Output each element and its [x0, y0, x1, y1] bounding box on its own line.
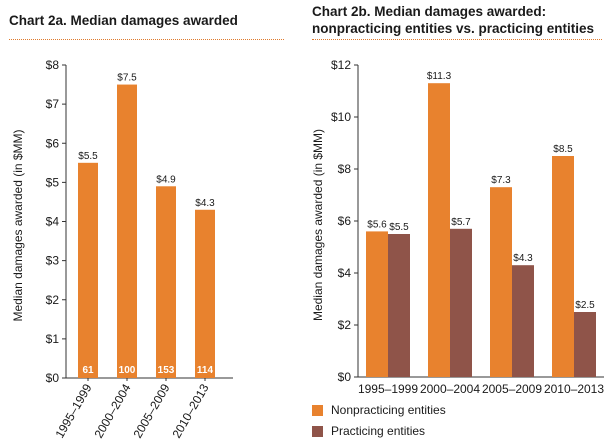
chart-2b-title-line-1: Chart 2b. Median damages awarded:	[312, 4, 547, 19]
chart-2b-bar-practicing	[574, 312, 596, 377]
chart-2b-value-label: $7.3	[491, 175, 511, 186]
chart-2b-title: Chart 2b. Median damages awarded: nonpra…	[312, 3, 594, 37]
chart-2b-y-tick-label: $4	[338, 266, 352, 280]
chart-2b-value-label: $2.5	[575, 300, 595, 311]
chart-2b-value-label: $11.3	[427, 71, 452, 82]
chart-2a-count-label: 61	[82, 365, 94, 376]
chart-2a-count-label: 153	[158, 365, 175, 376]
legend-label-nonpracticing: Nonpracticing entities	[331, 403, 446, 417]
chart-2b-bar-practicing	[450, 228, 472, 377]
legend-label-practicing: Practicing entities	[331, 424, 426, 438]
chart-2b-y-tick-label: $8	[338, 162, 352, 176]
chart-2b-bar-nonpracticing	[366, 231, 388, 377]
legend-item-practicing: Practicing entities	[312, 424, 425, 438]
chart-2b-y-tick-label: $0	[338, 370, 352, 384]
chart-2a-value-label: $5.5	[78, 151, 98, 162]
chart-2a: $0 $1 $2 $3 $4 $5 $6 $7 $8 Median damages awarded…	[11, 58, 233, 441]
chart-2b-y-tick-label: $12	[331, 58, 351, 72]
chart-2a-divider	[9, 39, 284, 40]
chart-2b-divider	[312, 39, 602, 40]
chart-2b-y-tick-label: $2	[338, 318, 352, 332]
chart-2a-count-label: 100	[119, 365, 136, 376]
chart-2a-y-label: Median damages awarded (in $MM)	[11, 129, 25, 321]
chart-2a-value-label: $7.5	[117, 73, 137, 84]
chart-2b-y-tick-label: $10	[331, 110, 351, 124]
chart-2a-y-tick-label: $1	[46, 332, 60, 346]
chart-2b-value-label: $5.5	[389, 222, 409, 233]
legend-swatch-practicing	[312, 425, 323, 437]
chart-2b-x-tick-label: 1995–1999	[358, 382, 418, 396]
chart-2a-title: Chart 2a. Median damages awarded	[9, 13, 238, 28]
chart-2a-y-tick-label: $6	[46, 136, 60, 150]
chart-2a-y-tick-label: $8	[46, 58, 60, 72]
chart-2b-value-label: $5.7	[451, 217, 471, 228]
chart-2a-bar	[117, 84, 137, 378]
chart-2a-y-tick-label: $4	[46, 215, 60, 229]
chart-2a-value-label: $4.9	[156, 174, 176, 185]
chart-2a-value-label: $4.3	[195, 198, 215, 209]
chart-2a-y-tick-label: $3	[46, 254, 60, 268]
chart-2b-bar-nonpracticing	[428, 83, 450, 377]
chart-2a-bar	[195, 209, 215, 378]
chart-2b-y-tick-label: $6	[338, 214, 352, 228]
chart-2b-x-tick-label: 2000–2004	[420, 382, 480, 396]
legend-swatch-nonpracticing	[312, 404, 323, 416]
chart-2b-value-label: $4.3	[513, 253, 533, 264]
chart-2b-y-label: Median damages awarded (in $MM)	[311, 129, 325, 321]
chart-2a-y-tick-label: $7	[46, 97, 60, 111]
chart-2a-y-tick-label: $0	[46, 371, 60, 385]
chart-2b-bar-practicing	[512, 265, 534, 377]
chart-2b-bar-practicing	[388, 234, 410, 377]
chart-2b-title-line-2: nonpracticing entities vs. practicing en…	[312, 21, 595, 36]
chart-2b-value-label: $5.6	[367, 219, 387, 230]
legend-item-nonpracticing: Nonpracticing entities	[312, 403, 446, 417]
chart-2a-bar	[156, 186, 176, 378]
chart-2b-bar-nonpracticing	[552, 156, 574, 377]
chart-2b-bar-nonpracticing	[490, 187, 512, 377]
chart-2a-bar	[78, 162, 98, 378]
chart-2a-count-label: 114	[197, 365, 214, 376]
chart-2b-value-label: $8.5	[553, 144, 573, 155]
chart-2b-x-tick-label: 2005–2009	[482, 382, 542, 396]
chart-2a-y-tick-label: $2	[46, 293, 60, 307]
chart-2b-x-tick-label: 2010–2013	[544, 382, 604, 396]
chart-2a-y-tick-label: $5	[46, 175, 60, 189]
